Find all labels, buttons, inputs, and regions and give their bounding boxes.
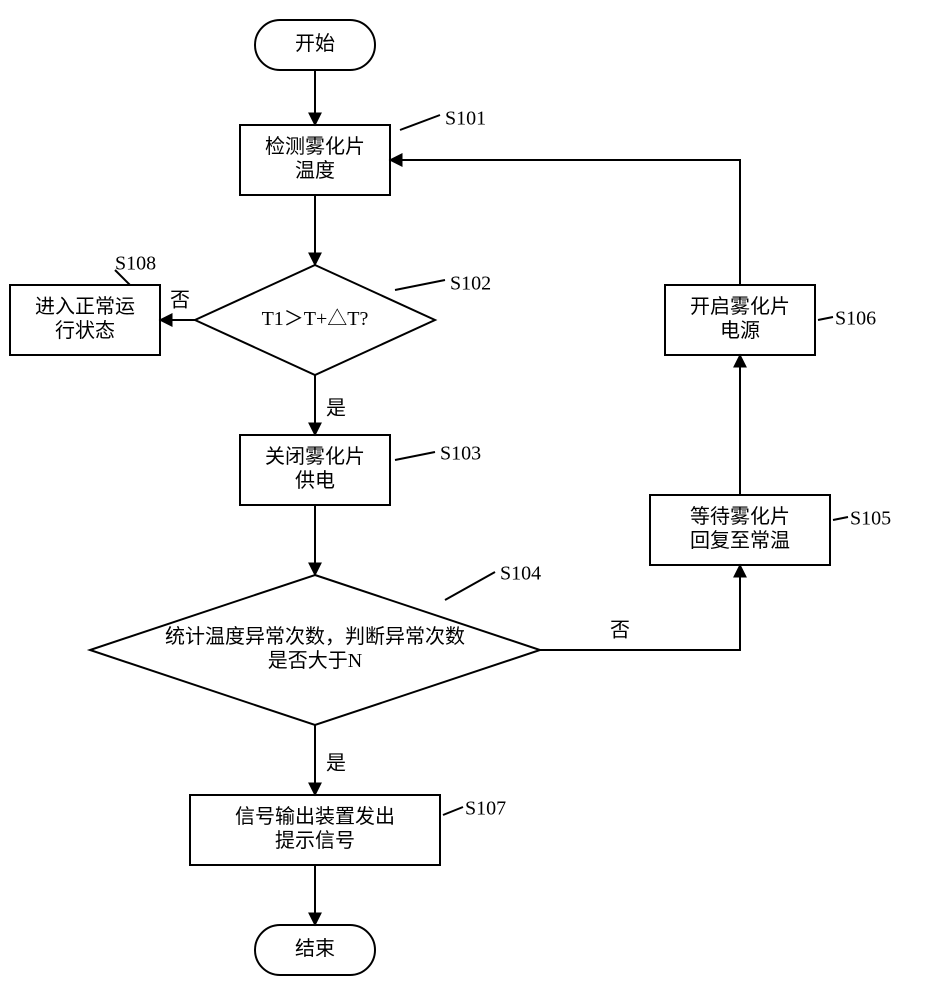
svg-text:等待雾化片回复至常温: 等待雾化片回复至常温 xyxy=(690,505,790,552)
edge-8 xyxy=(390,160,740,285)
node-s103: 关闭雾化片供电 xyxy=(240,435,390,505)
node-s108: 进入正常运行状态 xyxy=(10,285,160,355)
node-s106: 开启雾化片电源 xyxy=(665,285,815,355)
svg-text:信号输出装置发出提示信号: 信号输出装置发出提示信号 xyxy=(235,805,395,852)
node-end: 结束 xyxy=(255,925,375,975)
step-label-s106: S106 xyxy=(835,308,876,330)
edge-label-2: 是 xyxy=(326,398,346,420)
step-label-s103: S103 xyxy=(440,443,481,465)
svg-text:开始: 开始 xyxy=(295,32,335,55)
node-start: 开始 xyxy=(255,20,375,70)
step-label-s104: S104 xyxy=(500,563,541,585)
svg-text:结束: 结束 xyxy=(295,937,335,960)
svg-text:开启雾化片电源: 开启雾化片电源 xyxy=(690,295,790,342)
svg-text:检测雾化片温度: 检测雾化片温度 xyxy=(265,135,365,182)
edge-label-6: 否 xyxy=(610,620,630,642)
step-label-s105: S105 xyxy=(850,508,891,530)
node-s101: 检测雾化片温度 xyxy=(240,125,390,195)
edge-label-5: 是 xyxy=(326,753,346,775)
edge-label-3: 否 xyxy=(170,290,190,312)
step-label-s101: S101 xyxy=(445,108,486,130)
svg-text:进入正常运行状态: 进入正常运行状态 xyxy=(35,295,135,342)
svg-text:统计温度异常次数，判断异常次数是否大于N: 统计温度异常次数，判断异常次数是否大于N xyxy=(165,625,465,672)
node-s104: 统计温度异常次数，判断异常次数是否大于N xyxy=(90,575,540,725)
node-s105: 等待雾化片回复至常温 xyxy=(650,495,830,565)
step-label-s102: S102 xyxy=(450,273,491,295)
step-label-s108: S108 xyxy=(115,253,156,275)
svg-text:T1＞T+△T?: T1＞T+△T? xyxy=(262,307,369,330)
step-label-s107: S107 xyxy=(465,798,506,820)
flowchart-canvas: 是否是否开始检测雾化片温度S101T1＞T+△T?S102关闭雾化片供电S103… xyxy=(0,0,952,1000)
node-s107: 信号输出装置发出提示信号 xyxy=(190,795,440,865)
edge-6 xyxy=(540,565,740,650)
node-s102: T1＞T+△T? xyxy=(195,265,435,375)
svg-text:关闭雾化片供电: 关闭雾化片供电 xyxy=(265,445,365,492)
